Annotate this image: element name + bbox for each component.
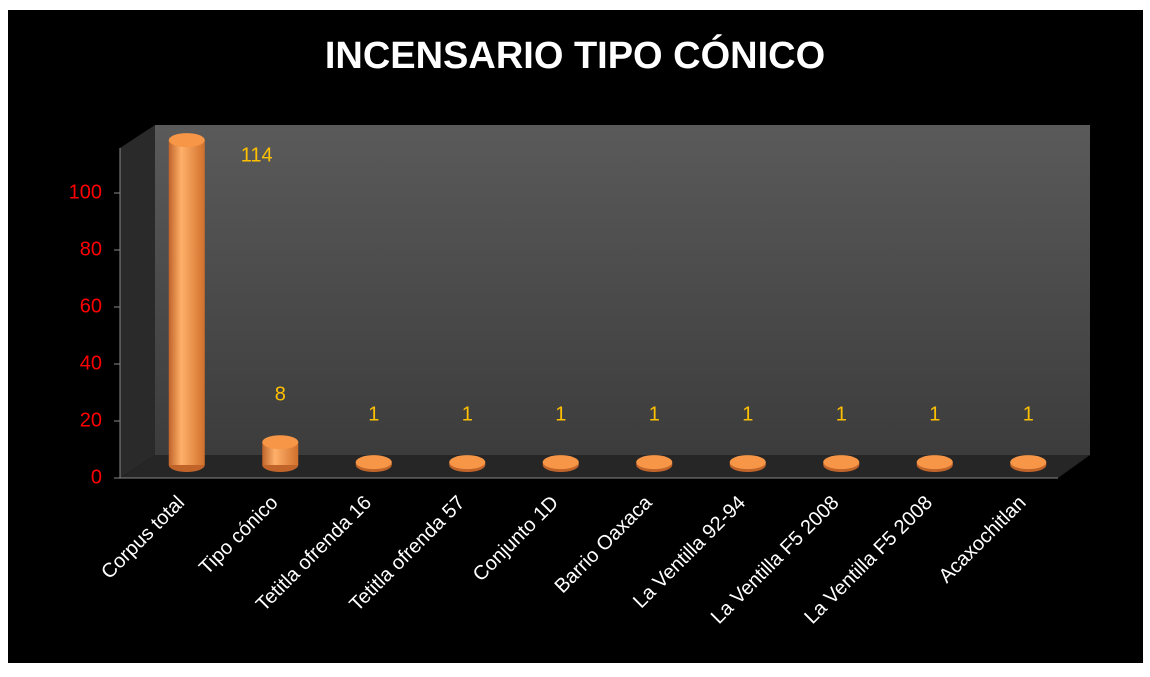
value-label: 1 [649,403,660,425]
y-tick-label: 0 [91,466,102,488]
value-label: 1 [742,403,753,425]
bar [168,140,205,465]
bar-top [355,455,392,470]
y-tick-label: 80 [80,238,102,260]
bar-top [916,455,953,470]
value-label: 1 [368,403,379,425]
y-tick-label: 40 [80,352,102,374]
back-wall [155,125,1090,455]
bar-top [262,435,299,450]
bar-top [636,455,673,470]
value-label: 1 [929,403,940,425]
bar-top [1010,455,1047,470]
bar-top [542,455,579,470]
value-label: 1 [555,403,566,425]
value-label: 8 [275,383,286,405]
chart-title: INCENSARIO TIPO CÓNICO [325,33,825,77]
value-label: 1 [836,403,847,425]
value-label: 1 [462,403,473,425]
bar-top [729,455,766,470]
value-label: 114 [241,144,273,166]
value-label: 1 [1023,403,1034,425]
y-tick-label: 60 [80,295,102,317]
y-tick-label: 20 [80,409,102,431]
bar-top [449,455,486,470]
y-tick-label: 100 [69,181,102,203]
bar-top [823,455,860,470]
bar-top [168,133,205,148]
side-wall [120,125,155,478]
